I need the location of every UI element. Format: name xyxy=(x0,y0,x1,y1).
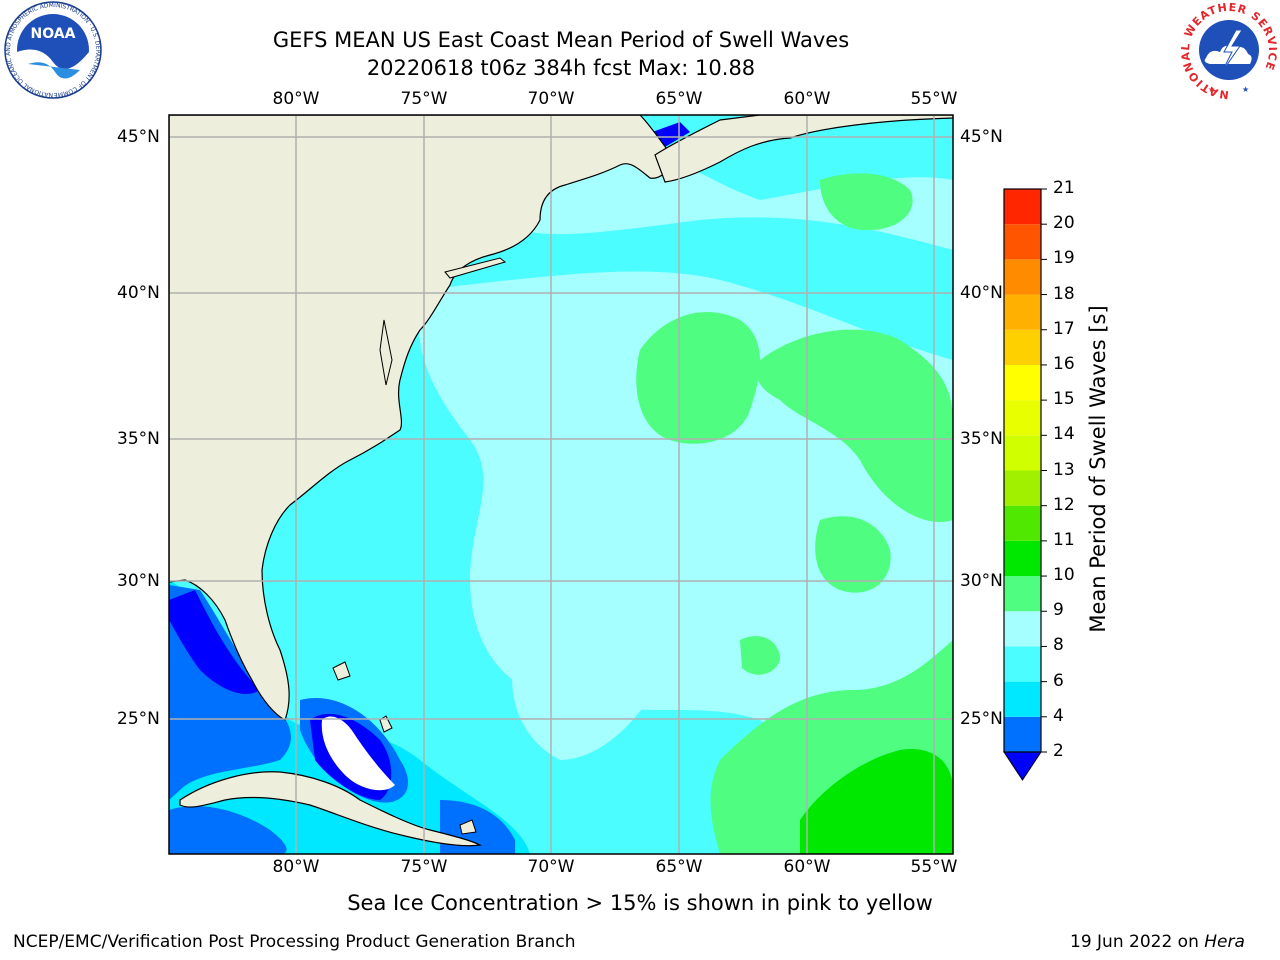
colorbar-segment xyxy=(1004,470,1041,506)
colorbar-segment xyxy=(1004,611,1041,647)
land-nova-scotia xyxy=(654,115,953,183)
lat-label-right-45n: 45°N xyxy=(960,127,1003,147)
colorbar-tick-label: 8 xyxy=(1053,635,1064,656)
lat-label-left-30n: 30°N xyxy=(117,571,160,591)
map-frame xyxy=(168,114,954,855)
nws-logo: NATIONAL WEATHER SERVICE ★ ★ xyxy=(1179,1,1278,100)
colorbar-segment xyxy=(1004,329,1041,365)
lon-label-top-80w: 80°W xyxy=(272,89,320,109)
colorbar-tick-label: 9 xyxy=(1053,600,1064,621)
colorbar-segment xyxy=(1004,681,1041,717)
svg-text:★: ★ xyxy=(1242,85,1249,94)
colorbar xyxy=(1003,188,1047,781)
colorbar-segment xyxy=(1004,259,1041,295)
colorbar-title: Mean Period of Swell Waves [s] xyxy=(1086,305,1110,633)
colorbar-tick-label: 14 xyxy=(1053,424,1075,445)
colorbar-segment xyxy=(1004,224,1041,260)
colorbar-tick-label: 17 xyxy=(1053,318,1075,339)
lat-label-left-45n: 45°N xyxy=(117,127,160,147)
chart-title-line1: GEFS MEAN US East Coast Mean Period of S… xyxy=(272,28,850,52)
colorbar-segment xyxy=(1004,400,1041,436)
lon-label-bottom-80w: 80°W xyxy=(272,857,320,877)
land-cuba xyxy=(179,771,482,847)
noaa-logo: NATIONAL OCEANIC AND ATMOSPHERIC ADMINIS… xyxy=(0,0,103,100)
colorbar-tick-label: 15 xyxy=(1053,389,1075,410)
colorbar-tick-label: 16 xyxy=(1053,353,1075,374)
colorbar-tick-label: 13 xyxy=(1053,459,1075,480)
colorbar-tick-label: 19 xyxy=(1053,248,1075,269)
lon-label-top-55w: 55°W xyxy=(910,89,958,109)
colorbar-under-triangle xyxy=(1003,751,1042,781)
svg-text:★: ★ xyxy=(1208,85,1215,94)
footer-date: 19 Jun 2022 on Hera xyxy=(1070,932,1245,952)
footer-date-text: 19 Jun 2022 on xyxy=(1070,932,1205,952)
lat-label-left-35n: 35°N xyxy=(117,429,160,449)
region-period-10-11 xyxy=(800,749,953,854)
chart-title-line2: 20220618 t06z 384h fcst Max: 10.88 xyxy=(366,56,756,80)
noaa-logo-text: NOAA xyxy=(31,26,76,42)
lat-label-left-25n: 25°N xyxy=(117,709,160,729)
lat-label-left-40n: 40°N xyxy=(117,283,160,303)
colorbar-tick-label: 12 xyxy=(1053,494,1075,515)
colorbar-segment xyxy=(1004,364,1041,401)
colorbar-segment xyxy=(1004,189,1041,225)
colorbar-tick-label: 10 xyxy=(1053,565,1075,586)
lon-label-top-65w: 65°W xyxy=(655,89,703,109)
footer-host: Hera xyxy=(1204,932,1245,952)
colorbar-segment xyxy=(1004,646,1041,682)
lon-label-bottom-75w: 75°W xyxy=(400,857,448,877)
lat-label-right-40n: 40°N xyxy=(960,283,1003,303)
region-period-9-10 xyxy=(636,311,760,444)
region-period-under-2 xyxy=(169,590,260,694)
lon-label-bottom-65w: 65°W xyxy=(655,857,703,877)
lon-label-top-75w: 75°W xyxy=(400,89,448,109)
colorbar-tick-label: 18 xyxy=(1053,283,1075,304)
colorbar-tick-label: 20 xyxy=(1053,213,1075,234)
sea-ice-note: Sea Ice Concentration > 15% is shown in … xyxy=(347,891,933,915)
colorbar-segment xyxy=(1004,716,1041,752)
colorbar-segment xyxy=(1004,576,1041,612)
colorbar-tick-label: 21 xyxy=(1053,178,1075,198)
lon-label-top-70w: 70°W xyxy=(527,89,575,109)
colorbar-segment xyxy=(1004,505,1041,541)
lat-label-right-25n: 25°N xyxy=(960,709,1003,729)
lat-label-right-35n: 35°N xyxy=(960,429,1003,449)
colorbar-segment xyxy=(1004,294,1041,330)
colorbar-tick-label: 4 xyxy=(1053,705,1064,726)
lat-lon-grid xyxy=(169,115,953,854)
colorbar-segment xyxy=(1004,540,1041,577)
colorbar-tick-label: 2 xyxy=(1053,741,1064,761)
colorbar-tick-label: 6 xyxy=(1053,670,1064,691)
lon-label-top-60w: 60°W xyxy=(783,89,831,109)
shallow-bank-no-data xyxy=(321,716,395,791)
colorbar-segment xyxy=(1004,435,1041,471)
lat-label-right-30n: 30°N xyxy=(960,571,1003,591)
footer-credit: NCEP/EMC/Verification Post Processing Pr… xyxy=(13,932,576,952)
lon-label-bottom-70w: 70°W xyxy=(527,857,575,877)
lon-label-bottom-60w: 60°W xyxy=(783,857,831,877)
colorbar-tick-label: 11 xyxy=(1053,529,1075,550)
lon-label-bottom-55w: 55°W xyxy=(910,857,958,877)
